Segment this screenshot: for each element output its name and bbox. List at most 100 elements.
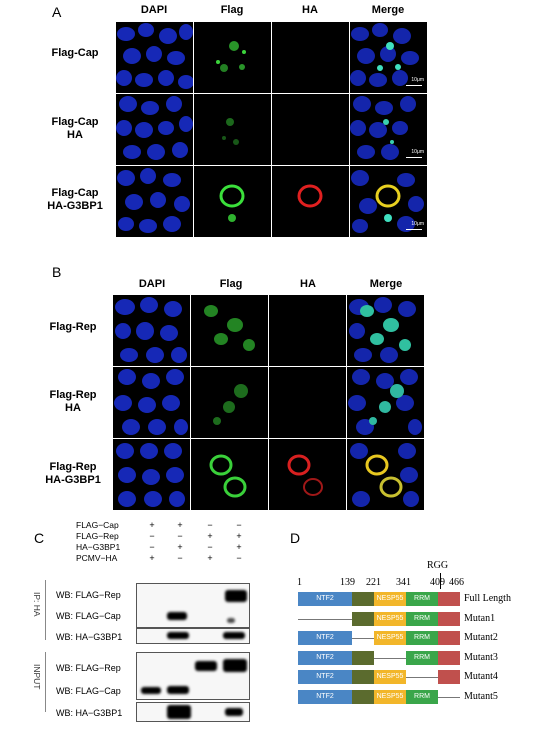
construct-label: Mutant2: [464, 632, 498, 643]
construct-label: Mutant4: [464, 671, 498, 682]
scale-bar: [406, 157, 422, 158]
band: [167, 686, 189, 694]
condition-pcmv-ha: PCMV−HA: [76, 553, 118, 563]
scale-bar: [406, 85, 422, 86]
condition-sign: +: [149, 520, 155, 530]
panel-a-col-ha: HA: [302, 4, 318, 16]
condition-sign: −: [177, 531, 183, 541]
position-221: 221: [366, 577, 381, 588]
rgg-tick: [440, 573, 441, 589]
panel-a-row-2-label: Flag-Cap HA: [51, 116, 99, 141]
panel-b-col-merge: Merge: [369, 278, 403, 290]
panel-a-merge-2: 10μm: [350, 94, 427, 165]
dapi-nuclei: [116, 23, 193, 89]
ip-label: IP: HA: [32, 592, 42, 617]
panel-a-flag-2: [194, 94, 271, 165]
input-bracket: [45, 652, 46, 712]
construct-label: Mutant3: [464, 651, 498, 663]
band: [167, 612, 187, 620]
condition-sign: +: [177, 542, 183, 552]
domain-nesp: NESP55: [374, 611, 406, 626]
panel-b-merge-2: [347, 367, 424, 438]
condition-sign: +: [207, 531, 213, 541]
domain-rrm: RRM: [406, 592, 438, 606]
panel-a-merge-3: 10μm: [350, 166, 427, 237]
condition-flag-rep: FLAG−Rep: [76, 531, 119, 541]
domain-nesp: NESP55: [374, 689, 406, 704]
construct-label: Mutant5: [464, 690, 498, 702]
panel-b-ha-1: [269, 295, 346, 366]
panel-b-merge-3: [347, 439, 424, 510]
input-row-flag-cap: WB: FLAG−Cap: [56, 686, 121, 696]
panel-a-row-1-label: Flag-Cap: [51, 47, 99, 59]
band: [167, 632, 189, 639]
ip-blot-top: [136, 583, 250, 628]
input-row-ha-g3bp1: WB: HA−G3BP1: [56, 708, 123, 718]
band: [141, 687, 161, 694]
condition-sign: −: [177, 553, 183, 563]
band: [223, 632, 245, 639]
condition-sign: −: [207, 520, 213, 530]
ip-bracket: [45, 580, 46, 640]
panel-a-dapi-2: [116, 94, 193, 165]
domain-rgg: [438, 592, 460, 606]
panel-b-ha-2: [269, 367, 346, 438]
domain-rgg: [438, 631, 460, 645]
condition-sign: +: [177, 520, 183, 530]
domain-rrm: RRM: [406, 689, 438, 704]
panel-b-letter: B: [52, 264, 62, 280]
panel-a-dapi-3: [116, 166, 193, 237]
condition-sign: −: [207, 542, 213, 552]
domain-rrm: RRM: [406, 631, 438, 645]
condition-flag-cap: FLAG−Cap: [76, 520, 119, 530]
scale-label: 10μm: [411, 77, 424, 83]
rgg-label: RGG: [427, 560, 449, 571]
domain-nesp: NESP55: [374, 631, 406, 645]
ip-blot-g3bp1: [136, 628, 250, 644]
panel-b-col-flag: Flag: [219, 278, 243, 290]
band: [195, 661, 217, 671]
band: [167, 705, 191, 719]
domain-rgg: [438, 670, 460, 684]
position-341: 341: [396, 577, 411, 588]
band: [227, 618, 235, 623]
condition-sign: −: [236, 553, 242, 563]
panel-a-flag-3: [194, 166, 271, 237]
condition-sign: −: [149, 542, 155, 552]
panel-a-col-dapi: DAPI: [140, 4, 168, 16]
domain-rgg: [438, 650, 460, 665]
condition-sign: +: [236, 531, 242, 541]
panel-d-letter: D: [290, 530, 301, 546]
panel-a-dapi-1: [116, 22, 193, 93]
panel-b-dapi-1: [113, 295, 190, 366]
panel-b-row-2-label: Flag-Rep HA: [49, 389, 97, 414]
domain-ntf2: NTF2: [298, 592, 352, 606]
input-blot-top: [136, 652, 250, 700]
panel-b-dapi-2: [113, 367, 190, 438]
position-466: 466: [449, 577, 464, 588]
condition-sign: +: [236, 542, 242, 552]
position-1: 1: [297, 577, 302, 588]
panel-a-ha-3: [272, 166, 349, 237]
panel-b-flag-2: [191, 367, 268, 438]
condition-sign: −: [236, 520, 242, 530]
scale-bar: [406, 229, 422, 230]
domain-rrm: RRM: [406, 611, 438, 626]
panel-b-row-3-label: Flag-Rep HA-G3BP1: [45, 461, 101, 486]
band: [225, 590, 247, 602]
construct-label: Full Length: [464, 593, 511, 604]
panel-b-dapi-3: [113, 439, 190, 510]
construct-label: Mutan1: [464, 612, 496, 624]
scale-label: 10μm: [411, 149, 424, 155]
panel-b-row-1-label: Flag-Rep: [49, 321, 97, 333]
condition-ha-g3bp1: HA−G3BP1: [76, 542, 121, 552]
domain-acid: [352, 670, 374, 684]
domain-acid: [352, 611, 374, 626]
ip-row-ha-g3bp1: WB: HA−G3BP1: [56, 632, 123, 642]
domain-acid: [352, 689, 374, 704]
domain-rgg: [438, 611, 460, 626]
panel-b-merge-1: [347, 295, 424, 366]
panel-b-col-dapi: DAPI: [138, 278, 166, 290]
panel-a-col-merge: Merge: [371, 4, 405, 16]
construct-line: [298, 657, 460, 659]
